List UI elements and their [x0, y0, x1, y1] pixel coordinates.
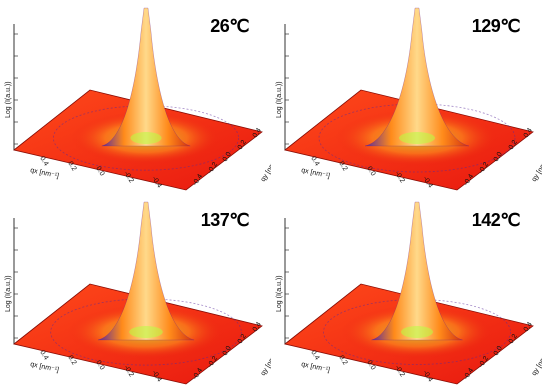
- z-axis-label: Log (I(a.u.)): [5, 275, 12, 312]
- qx-tick-label: 0.0: [365, 165, 376, 177]
- peak-base-highlight: [401, 326, 433, 338]
- intensity-peak: [97, 201, 195, 341]
- qx-axis-label: qx [nm⁻¹]: [301, 167, 331, 180]
- temperature-label: 26℃: [210, 16, 249, 36]
- z-axis-label: Log (I(a.u.)): [5, 81, 12, 118]
- temperature-label: 137℃: [200, 210, 250, 230]
- qy-axis-label: qy [nm⁻¹]: [531, 349, 542, 377]
- temperature-label: 129℃: [471, 16, 521, 36]
- qy-axis-label: qy [nm⁻¹]: [260, 349, 271, 377]
- qy-tick-label: 0.0: [493, 345, 504, 357]
- z-axis-label: Log (I(a.u.)): [276, 275, 283, 312]
- peak-rim: [323, 299, 511, 365]
- qy-axis-label: qy [nm⁻¹]: [260, 155, 271, 183]
- qx-tick-label: 0.4: [309, 349, 320, 361]
- peak-base-highlight: [130, 132, 162, 144]
- qy-tick-label: 0.4: [523, 127, 534, 139]
- temperature-label: 142℃: [471, 210, 521, 230]
- surface-plot-2: Log (I(a.u.))0.4 0.2 0.0 -0.2 -0.4qx [nm⁻¹] -…: [276, 7, 542, 191]
- qy-tick-label: 0.2: [237, 333, 248, 345]
- qy-tick-label: 0.0: [222, 151, 233, 163]
- qx-tick-label: 0.4: [309, 155, 320, 167]
- qy-tick-label: 0.2: [508, 333, 519, 345]
- surface-plot-1: Log (I(a.u.))0.4 0.2 0.0 -0.2 -0.4qx [nm⁻¹] -…: [5, 7, 271, 191]
- z-axis-label: Log (I(a.u.)): [276, 81, 283, 118]
- intensity-peak: [371, 201, 463, 341]
- surface-panel-1: Log (I(a.u.)) 0.4 0.2 0.0 -0.2 -0.4 qx [nm⁻¹] -…: [0, 0, 271, 193]
- peak-rim: [53, 105, 239, 171]
- qx-tick-label: 0.0: [94, 165, 105, 177]
- surface-plot-4: Log (I(a.u.))0.4 0.2 0.0 -0.2 -0.4qx [nm⁻¹] -…: [276, 201, 542, 385]
- qx-tick-label: 0.2: [66, 354, 77, 366]
- surface-panel-3: Log (I(a.u.)) 0.4 0.2 0.0 -0.2 -0.4 qx [nm⁻¹] -…: [0, 194, 271, 387]
- surface-plot-3: Log (I(a.u.))0.4 0.2 0.0 -0.2 -0.4qx [nm⁻¹] -…: [5, 201, 271, 385]
- qy-tick-label: 0.2: [237, 139, 248, 151]
- qx-tick-label: 0.0: [365, 359, 376, 371]
- qx-tick-label: 0.2: [337, 354, 348, 366]
- qy-tick-label: 0.2: [508, 139, 519, 151]
- qx-axis-label: qx [nm⁻¹]: [30, 167, 60, 180]
- qy-tick-label: 0.4: [252, 127, 263, 139]
- qy-tick-label: 0.4: [252, 321, 263, 333]
- qx-tick-label: 0.0: [94, 359, 105, 371]
- qx-tick-label: 0.2: [66, 160, 77, 172]
- qx-axis-label: qx [nm⁻¹]: [301, 361, 331, 374]
- qx-tick-label: 0.4: [38, 155, 49, 167]
- intensity-peak: [101, 7, 191, 147]
- qx-axis-label: qx [nm⁻¹]: [30, 361, 60, 374]
- qy-tick-label: 0.0: [493, 151, 504, 163]
- qy-tick-label: 0.4: [523, 321, 534, 333]
- qx-tick-label: 0.4: [38, 349, 49, 361]
- peak-base-highlight: [399, 132, 435, 144]
- qy-axis-label: qy [nm⁻¹]: [531, 155, 542, 183]
- qy-tick-label: 0.0: [222, 345, 233, 357]
- peak-base-highlight: [129, 326, 163, 338]
- surface-panel-4: Log (I(a.u.)) 0.4 0.2 0.0 -0.2 -0.4 qx [nm⁻¹] -…: [271, 194, 542, 387]
- qx-tick-label: 0.2: [337, 160, 348, 172]
- surface-panel-2: Log (I(a.u.)) 0.4 0.2 0.0 -0.2 -0.4 qx [nm⁻¹] -…: [271, 0, 542, 193]
